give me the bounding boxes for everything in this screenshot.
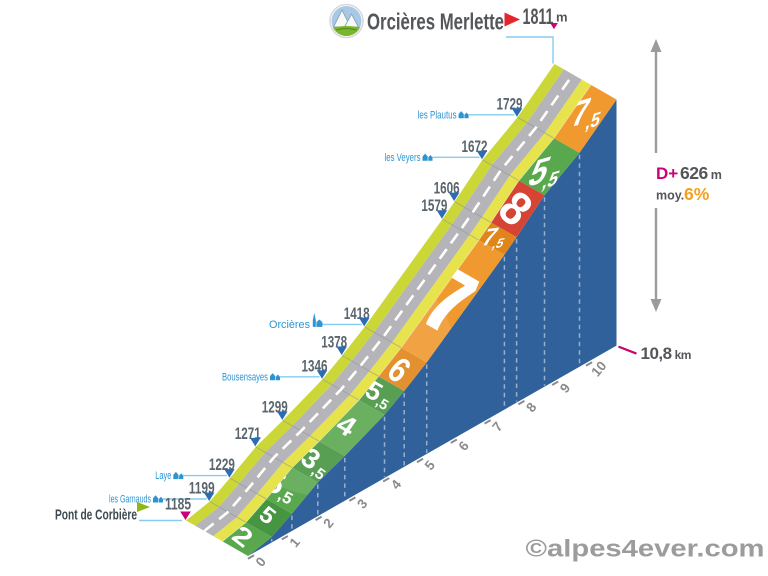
svg-text:Orcières Merlette: Orcières Merlette	[367, 9, 504, 35]
svg-text:D+: D+	[656, 164, 678, 183]
svg-text:Pont de Corbière: Pont de Corbière	[55, 507, 137, 524]
svg-text:les Veyers: les Veyers	[385, 152, 421, 164]
svg-text:Bousensayes: Bousensayes	[222, 371, 268, 383]
svg-text:m: m	[556, 10, 568, 25]
svg-text:Orcières: Orcières	[269, 319, 310, 331]
svg-text:10,8km: 10,8 km	[641, 344, 691, 363]
svg-text:Laye: Laye	[155, 470, 171, 482]
svg-text:10: 10	[588, 358, 609, 379]
svg-text:1811: 1811	[523, 4, 554, 29]
svg-text:©alpes4ever.com: ©alpes4ever.com	[526, 536, 765, 563]
svg-text:les Plautus: les Plautus	[418, 109, 457, 121]
svg-text:1185: 1185	[165, 496, 191, 514]
svg-text:les Garnauds: les Garnauds	[109, 494, 151, 506]
svg-text:6%: 6%	[684, 184, 710, 204]
svg-text:moy.: moy.	[656, 189, 684, 203]
